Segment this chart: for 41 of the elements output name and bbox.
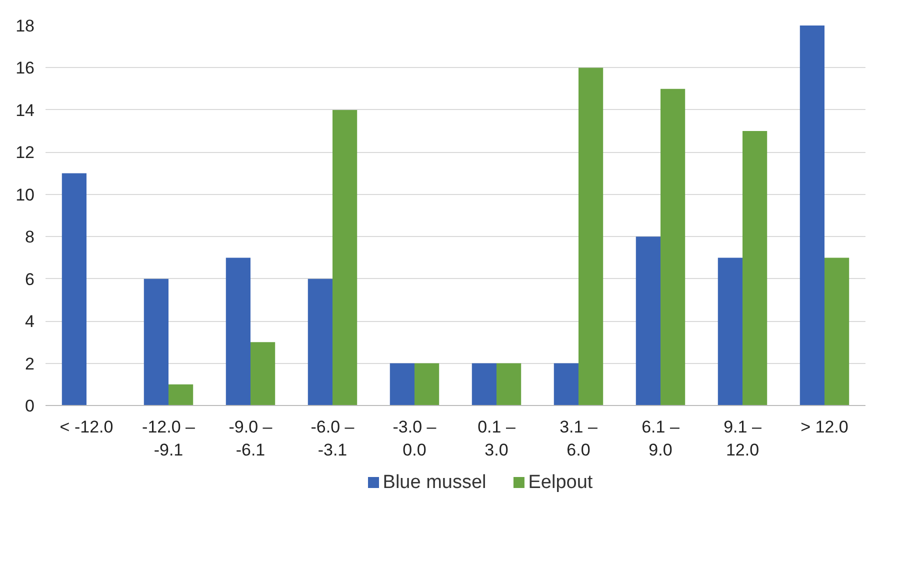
bar (472, 363, 496, 406)
bar (718, 258, 742, 406)
y-tick-label: 4 (25, 312, 35, 332)
bar (168, 384, 194, 406)
legend-label: Blue mussel (382, 472, 486, 493)
bar (800, 26, 824, 406)
x-tick-label: -3.0 – 0.0 (392, 418, 437, 460)
bar (390, 363, 414, 406)
x-tick-label: > 12.0 (800, 418, 848, 436)
y-tick-label: 6 (25, 270, 35, 289)
y-tick-label: 12 (16, 143, 35, 162)
bar (308, 278, 332, 406)
x-tick-label: 6.1 – 9.0 (642, 418, 680, 460)
bar (636, 236, 660, 406)
bar (554, 363, 578, 406)
bar (824, 258, 850, 406)
y-tick-label: 10 (16, 185, 35, 204)
x-tick-label: < -12.0 (60, 418, 114, 436)
bar (742, 131, 768, 406)
x-tick-label: -9.0 – -6.1 (228, 418, 273, 460)
bar (414, 363, 440, 406)
y-tick-label: 0 (25, 396, 35, 416)
bar (332, 110, 358, 406)
x-tick-label: -12.0 – -9.1 (142, 418, 196, 460)
bar (62, 173, 86, 406)
x-tick-label: 3.1 – 6.0 (560, 418, 598, 460)
y-tick-label: 8 (25, 228, 35, 247)
y-tick-label: 14 (16, 100, 35, 120)
x-tick-label: -6.0 – -3.1 (310, 418, 355, 460)
bar (660, 88, 686, 406)
legend-label: Eelpout (528, 472, 594, 493)
x-tick-label: 9.1 – 12.0 (724, 418, 762, 460)
y-tick-label: 18 (16, 16, 35, 36)
y-tick-label: 16 (16, 58, 35, 78)
bar (578, 68, 604, 406)
bar (496, 363, 522, 406)
bar (144, 278, 168, 406)
bar (226, 258, 250, 406)
y-tick-label: 2 (25, 354, 35, 374)
bar (250, 342, 276, 406)
x-tick-label: 0.1 – 3.0 (478, 418, 516, 460)
